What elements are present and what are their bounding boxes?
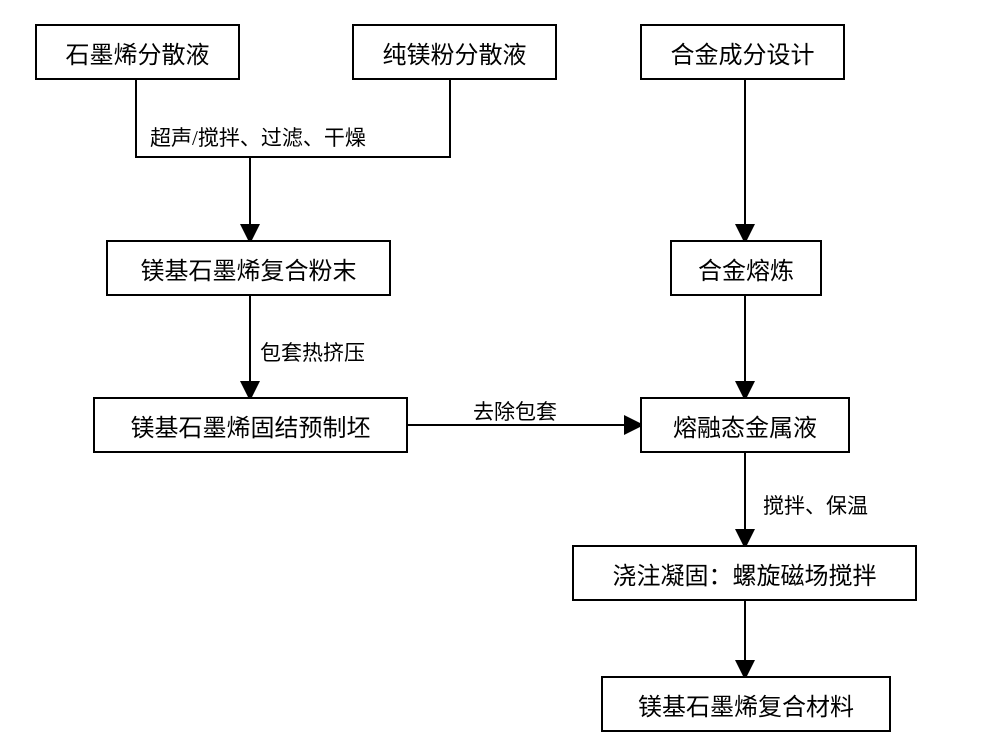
label: 浇注凝固：螺旋磁场搅拌	[613, 556, 877, 591]
node-composite-material: 镁基石墨烯复合材料	[601, 676, 891, 732]
flow-lines	[0, 0, 1000, 716]
label: 镁基石墨烯固结预制坯	[131, 408, 371, 443]
node-preform: 镁基石墨烯固结预制坯	[93, 397, 408, 453]
label: 纯镁粉分散液	[383, 35, 527, 70]
label: 合金成分设计	[671, 35, 815, 70]
node-alloy-design: 合金成分设计	[640, 24, 845, 80]
label: 石墨烯分散液	[66, 35, 210, 70]
node-casting: 浇注凝固：螺旋磁场搅拌	[572, 545, 917, 601]
node-alloy-melting: 合金熔炼	[670, 240, 822, 296]
edge-label-mix-filter-dry: 超声/搅拌、过滤、干燥	[150, 122, 366, 152]
label: 镁基石墨烯复合粉末	[141, 251, 357, 286]
label: 熔融态金属液	[673, 408, 817, 443]
edge-label-hot-extrusion: 包套热挤压	[260, 337, 365, 367]
node-mg-powder-dispersion: 纯镁粉分散液	[352, 24, 557, 80]
label: 镁基石墨烯复合材料	[638, 687, 854, 722]
node-molten-metal: 熔融态金属液	[640, 397, 850, 453]
label: 合金熔炼	[698, 251, 794, 286]
edge-label-stir-heat: 搅拌、保温	[763, 490, 868, 520]
edge-label-remove-can: 去除包套	[473, 396, 557, 426]
node-mg-graphene-powder: 镁基石墨烯复合粉末	[106, 240, 391, 296]
node-graphene-dispersion: 石墨烯分散液	[35, 24, 240, 80]
